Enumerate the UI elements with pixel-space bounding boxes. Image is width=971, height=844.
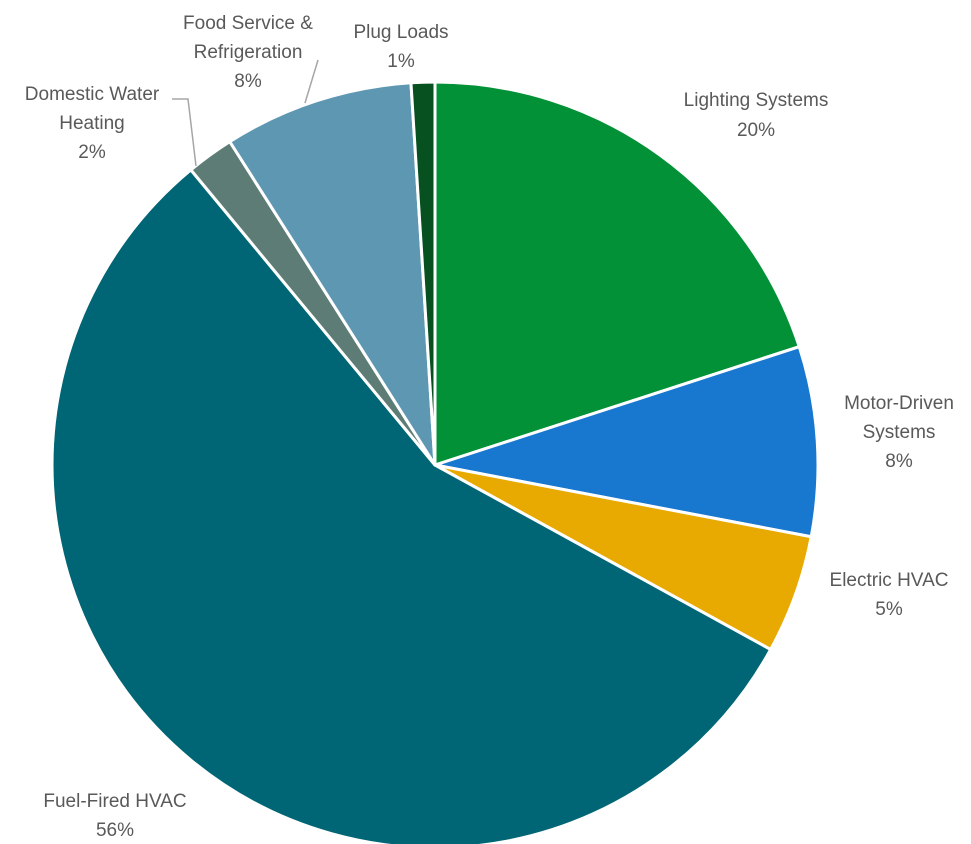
- label-water-name-2: Heating: [59, 113, 125, 134]
- label-plug-name: Plug Loads: [353, 22, 448, 43]
- label-electric-name: Electric HVAC: [830, 570, 949, 591]
- data-label-fuel-fired-hvac: Fuel-Fired HVAC 56%: [43, 791, 186, 841]
- label-plug-pct: 1%: [387, 51, 415, 72]
- leader-line-domestic-water-heating: [172, 99, 196, 166]
- label-food-name-2: Refrigeration: [194, 42, 303, 63]
- label-motor-pct: 8%: [885, 451, 913, 472]
- label-lighting-pct: 20%: [737, 120, 775, 141]
- label-lighting-name: Lighting Systems: [684, 90, 829, 111]
- label-electric-pct: 5%: [875, 599, 903, 620]
- label-motor-name: Motor-Driven: [844, 393, 954, 414]
- data-label-plug-loads: Plug Loads 1%: [353, 22, 448, 72]
- label-water-name: Domestic Water: [25, 84, 160, 105]
- data-label-food-service-refrigeration: Food Service & Refrigeration 8%: [183, 13, 313, 92]
- label-fuel-name: Fuel-Fired HVAC: [43, 791, 186, 812]
- label-food-pct: 8%: [234, 71, 262, 92]
- label-motor-name-2: Systems: [863, 422, 936, 443]
- data-label-lighting-systems: Lighting Systems 20%: [684, 90, 829, 141]
- data-label-motor-driven-systems: Motor-Driven Systems 8%: [844, 393, 954, 472]
- label-water-pct: 2%: [78, 142, 106, 163]
- pie-slices: [52, 82, 818, 844]
- data-label-domestic-water-heating: Domestic Water Heating 2%: [25, 84, 160, 163]
- label-fuel-pct: 56%: [96, 820, 134, 841]
- data-label-electric-hvac: Electric HVAC 5%: [830, 570, 949, 620]
- leader-line-food-service: [305, 60, 318, 103]
- label-food-name: Food Service &: [183, 13, 313, 34]
